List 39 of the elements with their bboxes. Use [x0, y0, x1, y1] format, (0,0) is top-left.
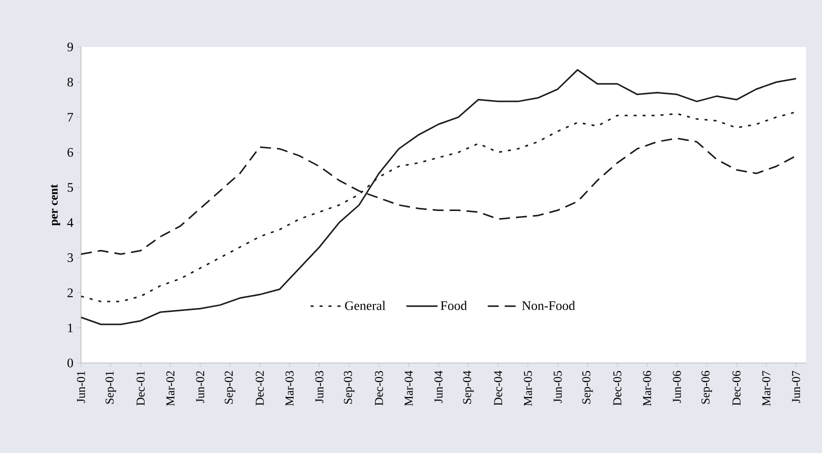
x-tick-label: Dec-06 [732, 370, 741, 406]
x-tick-label: Mar-03 [286, 370, 294, 406]
x-tick-label: Sep-06 [701, 370, 712, 404]
y-tick-label: 5 [68, 183, 73, 192]
y-tick-label: 9 [67, 42, 73, 52]
x-tick-label: Sep-02 [224, 371, 236, 404]
x-tick-label: Mar-04 [404, 370, 413, 406]
x-tick-label: Jun-02 [196, 371, 204, 403]
legend-label: Non-Food [522, 300, 575, 310]
x-tick-label: Mar-05 [524, 370, 532, 406]
x-tick-label: Sep-04 [463, 370, 474, 404]
y-axis-title: per cent [50, 184, 60, 226]
x-tick-label: Mar-06 [643, 370, 652, 406]
y-tick-label: 6 [68, 148, 74, 157]
y-tick-label: 8 [67, 78, 73, 86]
x-tick-label: Dec-05 [613, 370, 622, 406]
x-tick-label: Dec-02 [256, 371, 264, 406]
x-tick-label: Jun-06 [672, 370, 681, 403]
x-tick-label: Jun-03 [315, 370, 324, 403]
x-tick-label: Dec-04 [494, 370, 502, 406]
x-tick-label: Dec-01 [136, 371, 145, 406]
x-tick-label: Jun-04 [434, 370, 443, 403]
y-tick-label: 0 [67, 358, 73, 368]
x-tick-label: Sep-03 [344, 370, 354, 404]
x-tick-label: Mar-02 [166, 371, 174, 406]
y-tick-label: 2 [68, 288, 73, 298]
y-tick-label: 3 [68, 253, 73, 262]
legend-label: General [345, 300, 386, 310]
x-tick-label: Sep-05 [582, 370, 593, 404]
x-tick-label: Dec-03 [374, 370, 384, 406]
x-tick-label: Jun-07 [792, 370, 800, 403]
x-tick-label: Mar-07 [762, 370, 770, 406]
x-tick-label: Jun-05 [554, 370, 562, 403]
legend-label: Food [440, 300, 467, 310]
y-tick-label: 7 [68, 112, 74, 122]
x-tick-label: Sep-01 [106, 371, 116, 404]
x-tick-label: Jun-01 [76, 371, 86, 403]
y-tick-label: 1 [68, 324, 73, 332]
y-tick-label: 4 [67, 218, 74, 227]
